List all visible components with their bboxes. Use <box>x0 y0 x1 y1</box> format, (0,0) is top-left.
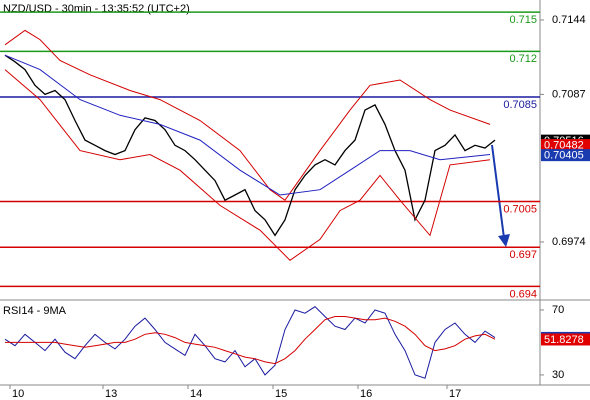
y-tick-label: 0.7087 <box>552 88 586 100</box>
y-tick-label: 0.6974 <box>552 236 586 248</box>
series-line <box>4 29 491 201</box>
level-label: 0.715 <box>509 14 537 26</box>
price-tag <box>541 149 590 162</box>
y-tick-label: 0.7144 <box>552 14 586 26</box>
forecast-arrow-head <box>498 234 510 247</box>
y-tick-label: 70 <box>552 304 564 316</box>
series-line <box>4 69 491 261</box>
price-tag <box>541 333 590 346</box>
price-tag-label: 0.70482 <box>544 139 584 151</box>
series-line <box>4 54 491 196</box>
x-tick-label: 17 <box>449 388 461 400</box>
price-tag <box>541 139 590 152</box>
forecast-arrow <box>491 144 505 239</box>
price-tag-label: 51.8278 <box>544 334 584 346</box>
x-tick-label: 13 <box>105 388 117 400</box>
panel-title: NZD/USD - 30min - 13:35:52 (UTC+2) <box>3 3 190 15</box>
panel-title: RSI14 - 9MA <box>3 305 67 317</box>
level-label: 0.697 <box>509 249 537 261</box>
x-tick-label: 16 <box>360 388 372 400</box>
level-label: 0.712 <box>509 53 537 65</box>
level-label: 0.7005 <box>503 203 537 215</box>
x-tick-label: 15 <box>275 388 287 400</box>
level-label: 0.694 <box>509 288 537 300</box>
y-tick-label: 30 <box>552 369 564 381</box>
x-tick-label: 10 <box>12 388 24 400</box>
level-label: 0.7085 <box>503 99 537 111</box>
series-line <box>4 54 496 237</box>
series-line <box>4 306 496 379</box>
x-tick-label: 14 <box>190 388 202 400</box>
series-line <box>5 316 496 365</box>
price-tag-label: 0.70405 <box>544 150 584 162</box>
